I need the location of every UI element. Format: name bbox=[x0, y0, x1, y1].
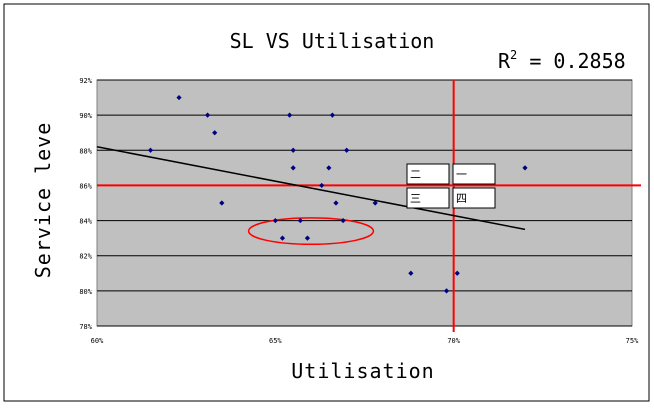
quadrant-label: 二 bbox=[410, 168, 421, 181]
x-tick-label: 65% bbox=[269, 337, 282, 345]
data-point bbox=[329, 112, 335, 118]
data-point bbox=[454, 270, 460, 276]
data-point bbox=[287, 112, 293, 118]
y-tick-label: 84% bbox=[79, 218, 92, 226]
quadrant-label: 三 bbox=[410, 192, 421, 205]
quadrant-box bbox=[406, 163, 450, 185]
y-tick-label: 78% bbox=[79, 323, 92, 331]
r-squared-value: = 0.2858 bbox=[517, 49, 625, 73]
data-point bbox=[372, 200, 378, 206]
data-point bbox=[219, 200, 225, 206]
quadrant-box bbox=[452, 163, 496, 185]
data-point bbox=[304, 235, 311, 241]
quadrant-labels: 二 一三 四 bbox=[406, 163, 496, 209]
data-point bbox=[326, 165, 332, 171]
y-tick-label: 92% bbox=[79, 77, 92, 85]
r-squared-label: R2 = 0.2858 bbox=[498, 48, 626, 73]
plot-area bbox=[96, 79, 633, 327]
y-tick-label: 82% bbox=[79, 253, 92, 261]
r-squared-prefix: R bbox=[498, 49, 511, 73]
y-tick-label: 88% bbox=[79, 147, 92, 155]
x-tick-label: 60% bbox=[91, 337, 104, 345]
x-axis-label: Utilisation bbox=[291, 359, 434, 383]
y-tick-label: 90% bbox=[79, 112, 92, 120]
data-point bbox=[408, 270, 414, 276]
data-point bbox=[522, 165, 528, 171]
y-axis-label: Service leve bbox=[31, 122, 55, 279]
x-tick-label: 75% bbox=[626, 337, 639, 345]
r-squared-superscript: 2 bbox=[510, 48, 517, 62]
quadrant-label: 四 bbox=[456, 192, 467, 205]
data-point bbox=[290, 147, 296, 153]
data-point bbox=[443, 288, 450, 294]
highlight-ellipse-layer bbox=[247, 217, 375, 246]
data-point bbox=[319, 182, 325, 189]
data-point bbox=[344, 147, 350, 153]
data-point bbox=[147, 147, 154, 153]
data-point bbox=[340, 217, 346, 224]
highlight-ellipse bbox=[247, 217, 375, 246]
quadrant-label: 一 bbox=[456, 168, 467, 181]
chart-title: SL VS Utilisation bbox=[230, 29, 435, 53]
data-point bbox=[297, 217, 303, 224]
y-tick-label: 86% bbox=[79, 182, 92, 190]
data-point bbox=[204, 112, 211, 118]
data-point bbox=[272, 217, 278, 224]
trendline-layer bbox=[96, 146, 526, 231]
y-tick-labels: 78% 80% 82% 84% 86% 88% 90% 92% bbox=[79, 77, 92, 331]
data-point bbox=[176, 94, 182, 101]
data-point bbox=[279, 235, 286, 241]
data-points bbox=[147, 94, 528, 294]
data-point bbox=[290, 165, 296, 171]
trendline bbox=[96, 146, 526, 231]
x-tick-label: 70% bbox=[447, 337, 460, 345]
data-point bbox=[333, 200, 339, 206]
y-tick-label: 80% bbox=[79, 288, 92, 296]
quadrant-box bbox=[406, 187, 450, 209]
quadrant-box bbox=[452, 187, 496, 209]
data-point bbox=[212, 130, 218, 136]
x-tick-labels: 60% 65% 70% 75% bbox=[91, 337, 639, 345]
